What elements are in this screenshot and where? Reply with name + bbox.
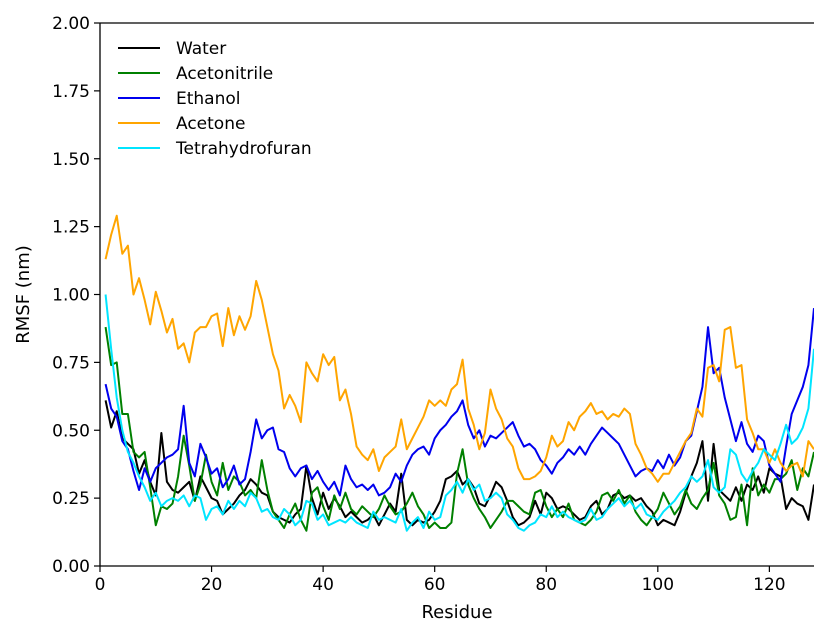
y-tick-label: 1.00 [52,286,90,306]
x-tick-label: 20 [201,575,223,595]
y-tick-label: 0.00 [52,557,90,577]
x-axis-label: Residue [421,602,492,623]
y-axis-label: RMSF (nm) [13,245,34,344]
x-tick-label: 60 [424,575,446,595]
legend-label: Ethanol [176,89,241,109]
y-tick-label: 1.25 [52,218,90,238]
y-tick-label: 0.50 [52,421,90,441]
legend-label: Acetone [176,114,245,134]
legend: Water Acetonitrile Ethanol Acetone Tetrahydr… [118,39,312,159]
y-tick-label: 1.50 [52,150,90,170]
axes-layer: 0 20 40 60 80 100 120 0.00 0.25 0.50 0.75 1.00 1.25 1… [13,14,814,623]
y-tick-label: 0.25 [52,489,90,509]
y-tick-label: 0.75 [52,353,90,373]
y-tick-label: 1.75 [52,82,90,102]
x-tick-label: 120 [753,575,785,595]
x-tick-label: 80 [535,575,557,595]
series-line-acetone [104,214,814,483]
legend-label: Acetonitrile [176,64,273,84]
legend-label: Tetrahydrofuran [175,139,312,159]
series-line-tetrahydrofuran [104,294,814,532]
y-tick-label: 2.00 [52,14,90,34]
series-line-acetonitrile [104,326,814,532]
series-layer [104,214,814,532]
x-tick-label: 100 [642,575,674,595]
legend-label: Water [176,39,226,59]
x-tick-label: 40 [312,575,334,595]
x-tick-label: 0 [95,575,106,595]
